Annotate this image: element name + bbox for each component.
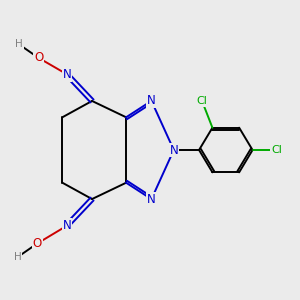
Text: N: N [147,94,156,107]
Text: O: O [34,51,43,64]
Text: H: H [15,40,23,50]
Text: N: N [147,193,156,206]
Text: H: H [14,252,22,262]
Text: Cl: Cl [196,96,208,106]
Text: Cl: Cl [271,145,282,155]
Text: N: N [169,143,178,157]
Text: N: N [62,219,71,232]
Text: N: N [62,68,71,81]
Text: O: O [32,237,42,250]
